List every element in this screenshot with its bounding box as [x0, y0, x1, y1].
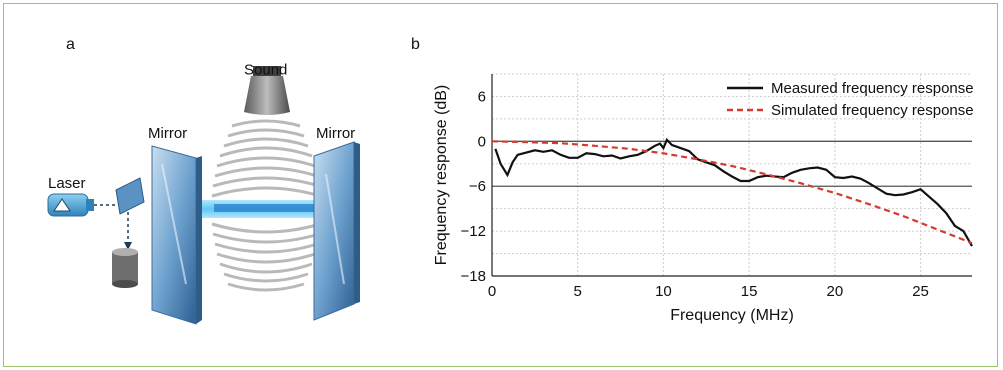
x-tick-label: 25	[912, 283, 929, 300]
right-mirror-label: Mirror	[316, 125, 355, 142]
y-tick-label: 6	[478, 88, 486, 105]
x-tick-label: 20	[827, 283, 844, 300]
frequency-response-chart: 0 5 10 15 20 25 −18 −12 −6 0 6 Frequency (MHz) Frequ…	[433, 73, 974, 324]
detector-icon	[112, 248, 138, 288]
panel-b-label: b	[411, 36, 420, 53]
y-tick-label: −6	[469, 178, 486, 195]
series-line-0	[494, 137, 973, 247]
left-mirror-label: Mirror	[148, 125, 187, 142]
panel-a-label: a	[66, 36, 75, 53]
y-axis-label: Frequency response (dB)	[433, 85, 450, 266]
x-tick-label: 5	[574, 283, 582, 300]
left-mirror-icon	[151, 145, 202, 325]
x-tick-label: 15	[741, 283, 758, 300]
figure-frame: a	[3, 3, 998, 367]
x-tick-label: 10	[655, 283, 672, 300]
sound-waves	[211, 119, 321, 292]
y-tick-label: −12	[461, 223, 486, 240]
optics-diagram: Laser Mirror Mirror Sound	[47, 61, 360, 325]
right-mirror-icon	[313, 141, 360, 321]
legend-label-0: Measured frequency response	[771, 80, 974, 97]
series-line-1	[491, 140, 973, 245]
laser-icon	[47, 193, 128, 217]
sound-label: Sound	[244, 61, 287, 78]
beam-splitter-icon	[115, 177, 145, 250]
y-tick-label: 0	[478, 133, 486, 150]
x-tick-label: 0	[488, 283, 496, 300]
x-axis-label: Frequency (MHz)	[670, 307, 794, 324]
legend-label-1: Simulated frequency response	[771, 102, 974, 119]
laser-label: Laser	[48, 175, 86, 192]
speaker-icon	[244, 66, 290, 115]
y-tick-label: −18	[461, 268, 486, 285]
